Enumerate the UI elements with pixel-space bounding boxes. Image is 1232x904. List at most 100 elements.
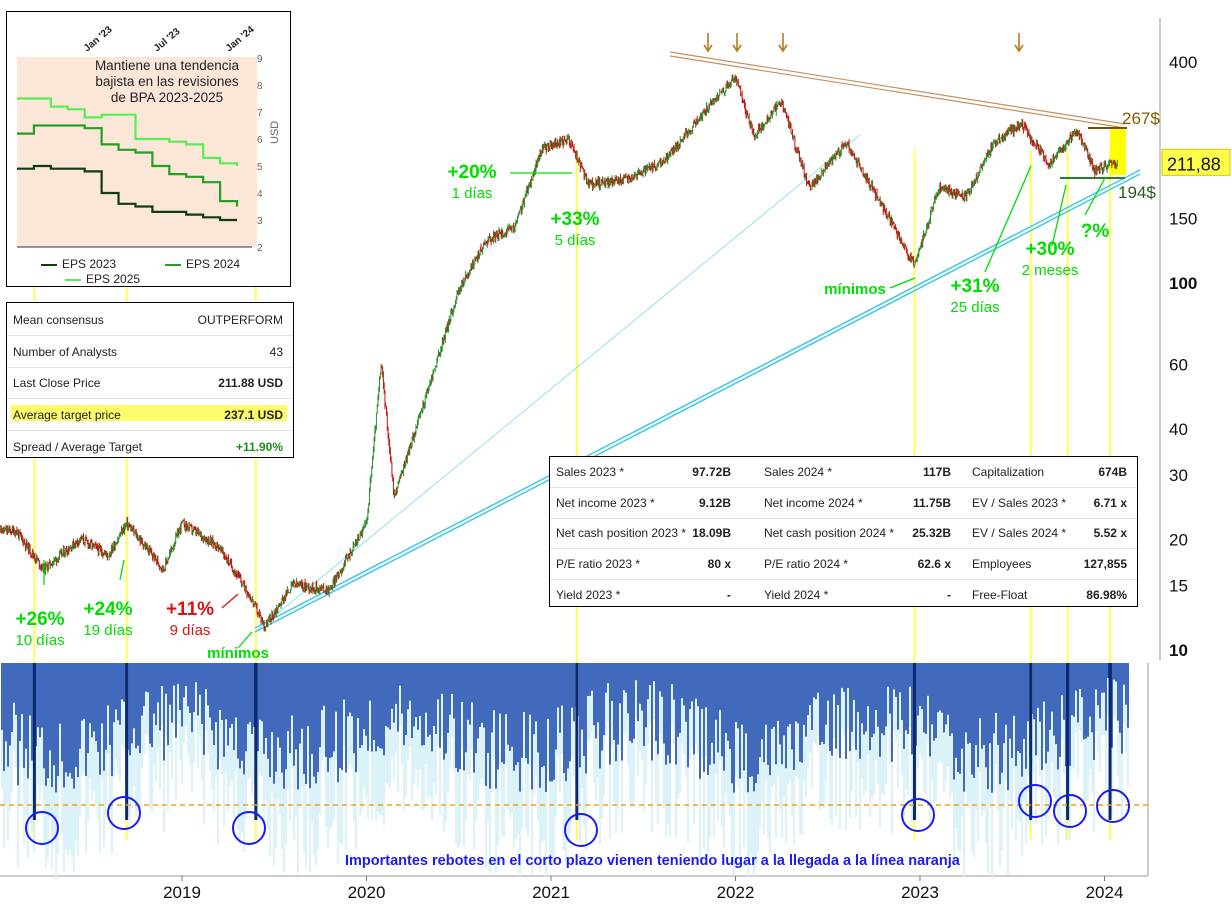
annotation-arrow xyxy=(237,631,253,649)
cell-label: Net income 2024 * xyxy=(764,496,863,510)
consensus-panel: Mean consensus OUTPERFORM Number of Anal… xyxy=(6,302,294,458)
cell-label: Net income 2023 * xyxy=(556,496,655,510)
annotation-pct: +11% xyxy=(166,599,214,620)
row-label: Last Close Price xyxy=(13,376,101,390)
eps-ylabel: USD xyxy=(269,120,281,144)
eps-series-line xyxy=(17,164,237,222)
y-tick-label: 10 xyxy=(1169,641,1188,660)
eps-y-tick: 4 xyxy=(257,189,263,200)
y-tick-label: 20 xyxy=(1169,531,1188,550)
cell-label: Yield 2024 * xyxy=(764,588,829,602)
y-tick-label: 150 xyxy=(1169,209,1197,228)
y-tick-label: 15 xyxy=(1169,576,1188,595)
annotation-pct: +33% xyxy=(550,209,599,230)
annotation-arrow xyxy=(221,593,239,609)
row-value: 211.88 USD xyxy=(218,376,283,390)
annotation-duration: 1 días xyxy=(452,185,493,202)
annotation-duration: 2 meses xyxy=(1022,262,1079,279)
event-circle xyxy=(1053,794,1087,828)
annotation-pct: +20% xyxy=(447,162,496,183)
annotation-pct: ?% xyxy=(1081,221,1110,242)
fundamentals-row: Sales 2023 * 97.72B Sales 2024 * 117B Ca… xyxy=(550,457,1137,488)
event-circle xyxy=(1018,784,1052,818)
x-tick-label: 2024 xyxy=(1086,883,1124,902)
cell-value: 18.09B xyxy=(692,526,731,540)
cell-label: Net cash position 2024 * xyxy=(764,526,895,540)
x-tick-label: 2019 xyxy=(163,883,201,902)
annotation-pct: +24% xyxy=(83,599,132,620)
highlight-bar xyxy=(11,405,287,421)
cell-value: 117B xyxy=(922,465,951,479)
event-circle xyxy=(1096,789,1130,823)
cell-label: Yield 2023 * xyxy=(556,588,621,602)
annotation-arrow xyxy=(984,165,1032,273)
cell-label: EV / Sales 2023 * xyxy=(972,496,1067,510)
y-tick-label: 30 xyxy=(1169,466,1188,485)
x-tick-label: 2022 xyxy=(717,883,755,902)
fundamentals-row: Yield 2023 * - Yield 2024 * - Free-Float… xyxy=(550,580,1137,610)
event-circle xyxy=(232,811,266,845)
eps-revisions-panel: 9 8 7 6 5 4 3 2 Jan '23 Jul '23 Jan '24 Mantiene u… xyxy=(6,11,291,287)
eps-y-tick: 2 xyxy=(257,243,263,254)
eps-y-tick: 6 xyxy=(257,135,263,146)
oscillator-note: Importantes rebotes en el corto plazo vi… xyxy=(345,853,960,869)
eps-x-tick: Jan '24 xyxy=(224,24,257,54)
top-arrow xyxy=(778,33,788,53)
row-label: Average target price xyxy=(13,408,121,422)
eps-note: Mantiene una tendencia bajista en las re… xyxy=(94,58,240,105)
legend-eps-2023: EPS 2023 xyxy=(41,257,116,271)
top-arrow xyxy=(703,33,713,53)
annotation-arrow xyxy=(119,559,125,581)
cell-label: Employees xyxy=(972,557,1032,571)
top-arrow xyxy=(1014,33,1024,53)
cell-label: P/E ratio 2023 * xyxy=(556,557,641,571)
cell-value: 25.32B xyxy=(912,526,951,540)
fundamentals-panel: Sales 2023 * 97.72B Sales 2024 * 117B Ca… xyxy=(549,456,1138,607)
cell-value: 11.75B xyxy=(912,496,951,510)
cell-label: Net cash position 2023 * xyxy=(556,526,687,540)
fundamentals-row: Net cash position 2023 * 18.09B Net cash… xyxy=(550,518,1137,549)
cell-label: EV / Sales 2024 * xyxy=(972,526,1067,540)
legend-swatch xyxy=(165,263,181,266)
eps-y-tick: 5 xyxy=(257,162,263,173)
cell-value: - xyxy=(947,588,951,602)
annotation-pct: +30% xyxy=(1025,239,1074,260)
cell-value: 80 x xyxy=(707,557,731,571)
eps-chart: 9 8 7 6 5 4 3 2 Jan '23 Jul '23 Jan '24 xyxy=(17,24,263,254)
cell-value: 5.52 x xyxy=(1093,526,1127,540)
y-tick-label: 60 xyxy=(1169,355,1188,374)
y-tick-label: 40 xyxy=(1169,420,1188,439)
annotation-duration: 10 días xyxy=(15,632,64,649)
x-tick-label: 2023 xyxy=(901,883,939,902)
legend-eps-2024: EPS 2024 xyxy=(165,257,240,271)
annotation-pct: mínimos xyxy=(207,645,269,662)
annotation-pct: +26% xyxy=(15,609,64,630)
row-value: 43 xyxy=(269,345,283,359)
cell-value: 97.72B xyxy=(692,465,731,479)
support-label: 194$ xyxy=(1118,183,1156,202)
consensus-row: Spread / Average Target +11.90% xyxy=(7,431,293,462)
cell-value: 674B xyxy=(1098,465,1127,479)
y-tick-label: 100 xyxy=(1169,274,1197,293)
support-thin-line xyxy=(254,134,861,633)
consensus-row: Mean consensus OUTPERFORM xyxy=(7,304,293,336)
annotation-arrow xyxy=(1084,177,1106,216)
annotation-pct: mínimos xyxy=(824,281,886,298)
legend-eps-2025: EPS 2025 xyxy=(65,272,140,286)
event-circle xyxy=(564,813,598,847)
row-label: Mean consensus xyxy=(13,313,104,327)
row-value: +11.90% xyxy=(235,440,283,454)
cell-label: Sales 2024 * xyxy=(764,465,833,479)
cell-label: Sales 2023 * xyxy=(556,465,625,479)
target-block xyxy=(1110,128,1126,175)
last-price-tag xyxy=(1161,148,1231,176)
cell-value: 6.71 x xyxy=(1093,496,1127,510)
annotation-duration: 19 días xyxy=(83,622,132,639)
cell-label: Capitalization xyxy=(972,465,1045,479)
consensus-row: Number of Analysts 43 xyxy=(7,336,293,368)
event-circle xyxy=(107,796,141,830)
annotation-duration: 5 días xyxy=(555,232,596,249)
cell-value: - xyxy=(727,588,731,602)
cell-label: P/E ratio 2024 * xyxy=(764,557,849,571)
event-circle xyxy=(901,798,935,832)
